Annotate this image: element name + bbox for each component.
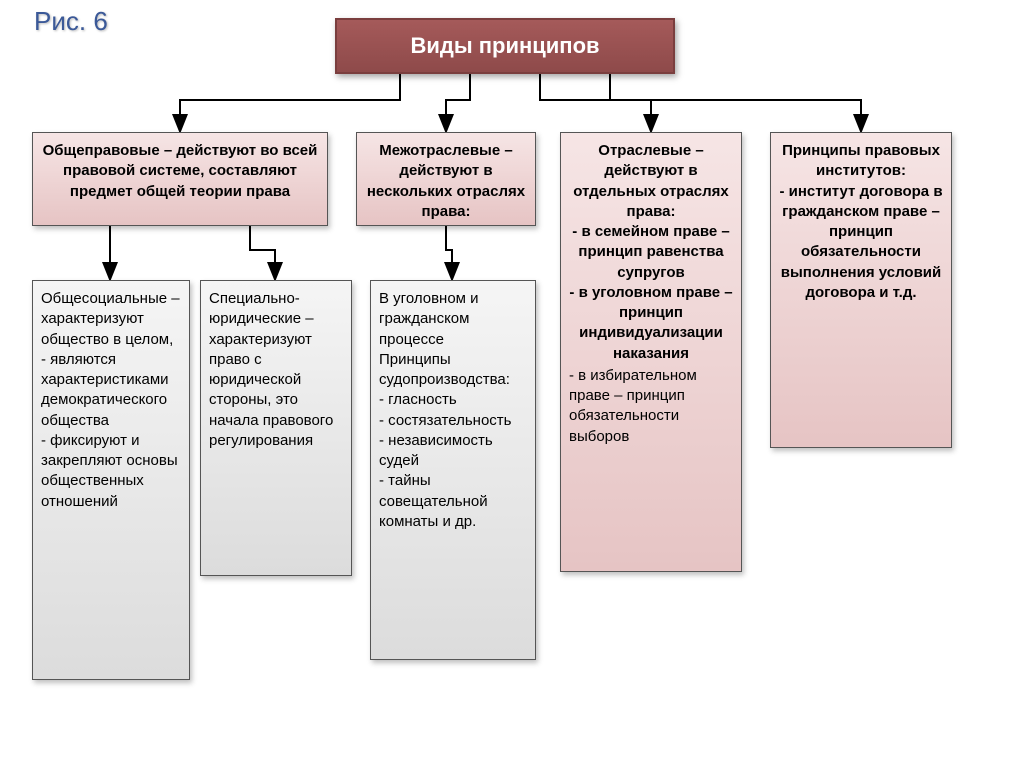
main-title: Виды принципов [335,18,675,74]
box-legal-institutions: Принципы правовых институтов:- институт … [770,132,952,448]
box-special-legal: Специально-юридические – характеризуют п… [200,280,352,576]
box-sectoral: Отраслевые – действуют в отдельных отрас… [560,132,742,572]
figure-label: Рис. 6 [34,6,108,37]
box-intersectoral: Межотраслевые – действуют в нескольких о… [356,132,536,226]
box-court-proceedings: В уголовном и гражданском процессеПринци… [370,280,536,660]
box-general-legal: Общеправовые – действуют во всей правово… [32,132,328,226]
box-general-social: Общесоциальные – характеризуют общество … [32,280,190,680]
